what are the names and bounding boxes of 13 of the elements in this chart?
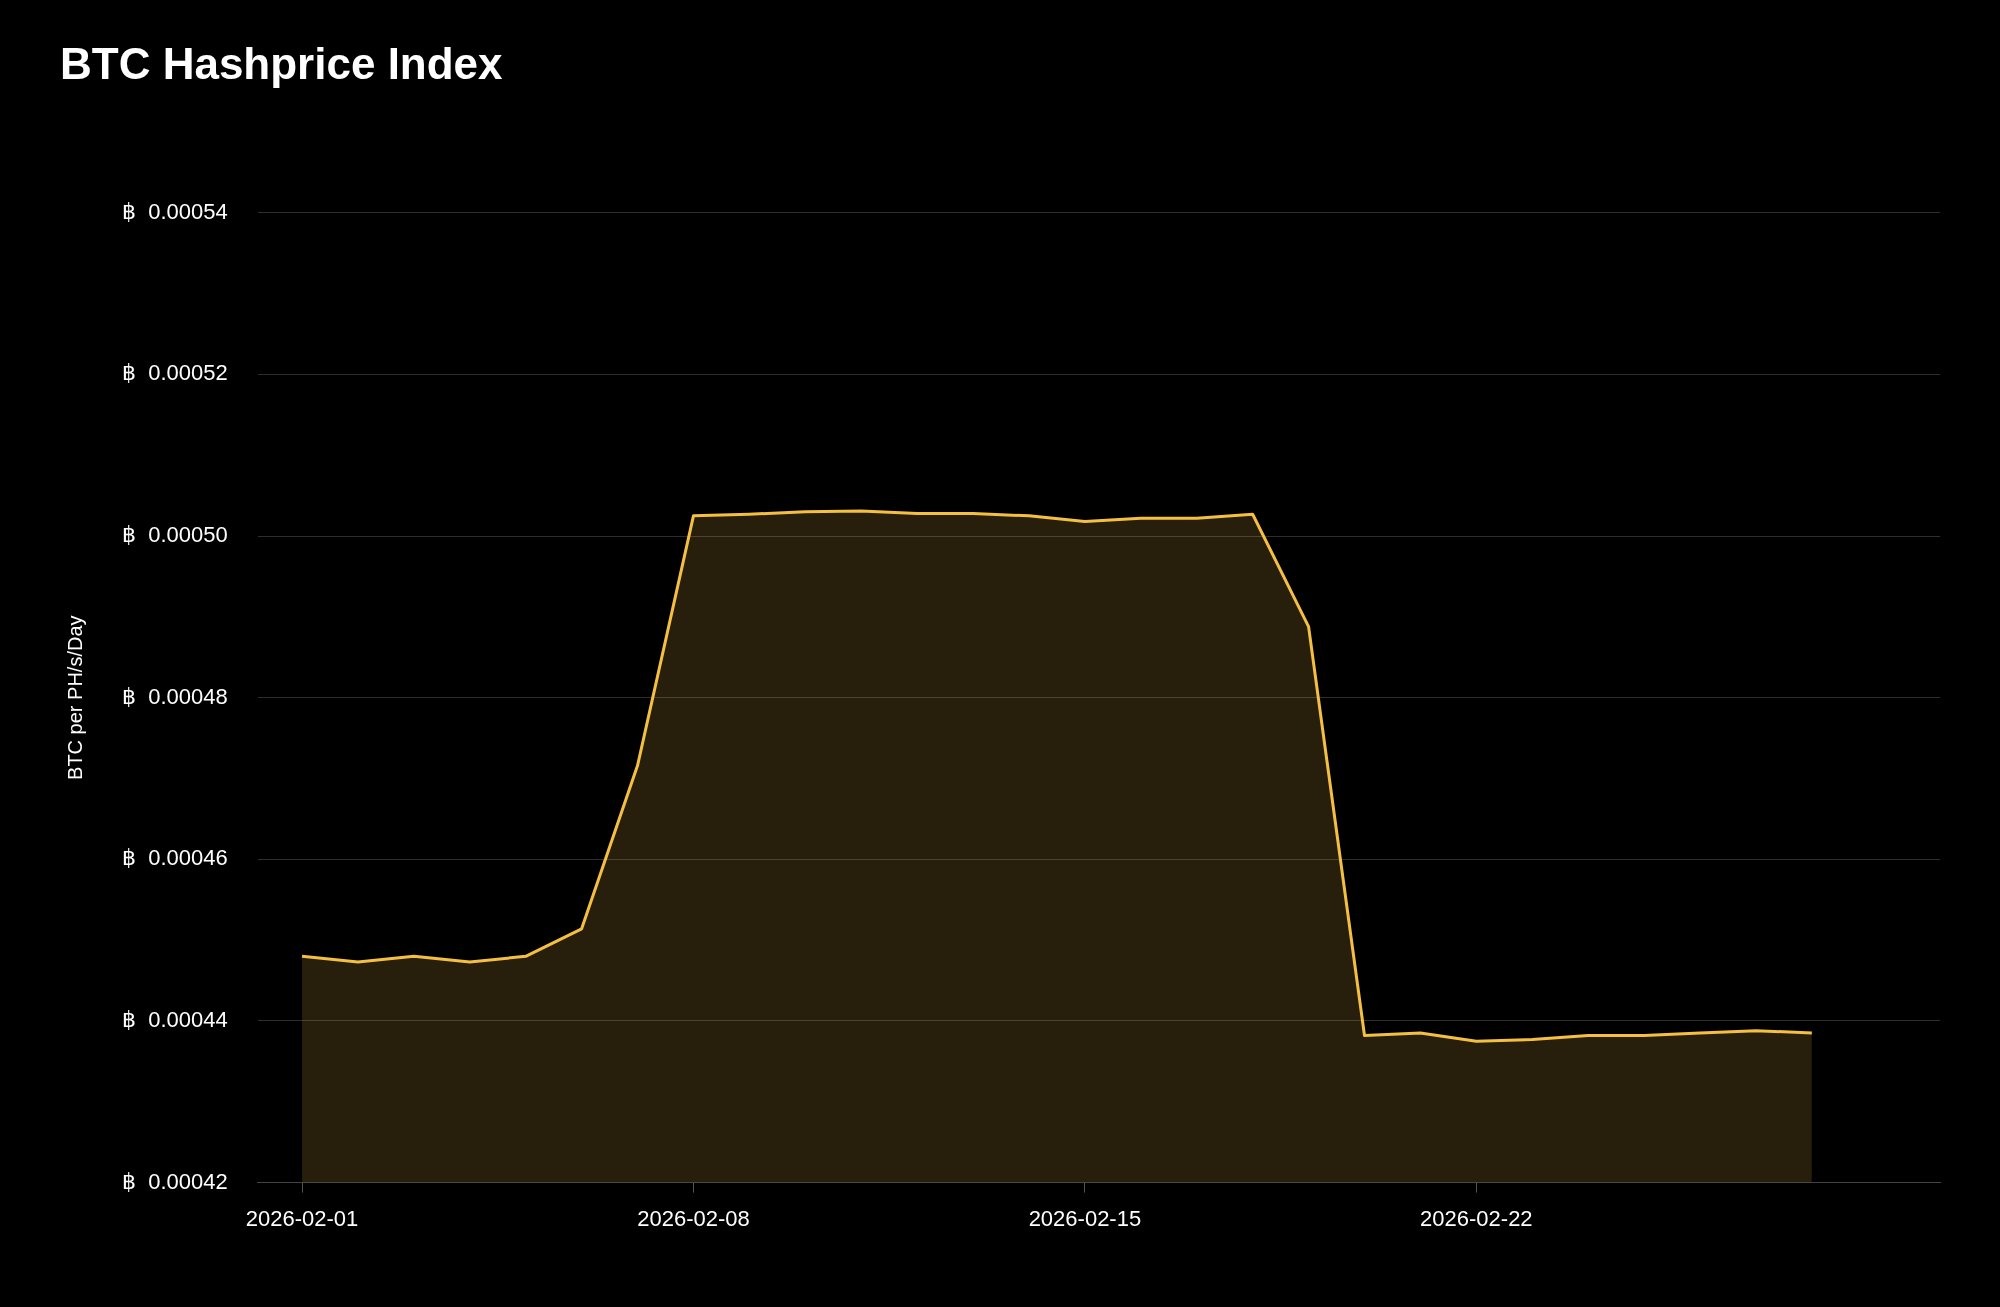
y-axis-title: BTC per PH/s/Day xyxy=(63,615,86,780)
x-tick-label: 2026-02-22 xyxy=(1420,1205,1533,1231)
y-tick-label: ฿ 0.00050 xyxy=(122,522,228,548)
y-tick-label: ฿ 0.00048 xyxy=(122,683,228,709)
x-tick-label: 2026-02-01 xyxy=(245,1205,359,1231)
chart-title: BTC Hashprice Index xyxy=(60,38,504,88)
x-tick-label: 2026-02-15 xyxy=(1028,1205,1142,1231)
y-tick-label: ฿ 0.00044 xyxy=(122,1007,228,1033)
y-tick-label: ฿ 0.00042 xyxy=(122,1168,228,1194)
y-tick-label: ฿ 0.00046 xyxy=(122,845,228,871)
x-tick-label: 2026-02-08 xyxy=(637,1205,750,1231)
y-tick-label: ฿ 0.00054 xyxy=(122,198,228,224)
y-tick-label: ฿ 0.00052 xyxy=(122,360,228,386)
